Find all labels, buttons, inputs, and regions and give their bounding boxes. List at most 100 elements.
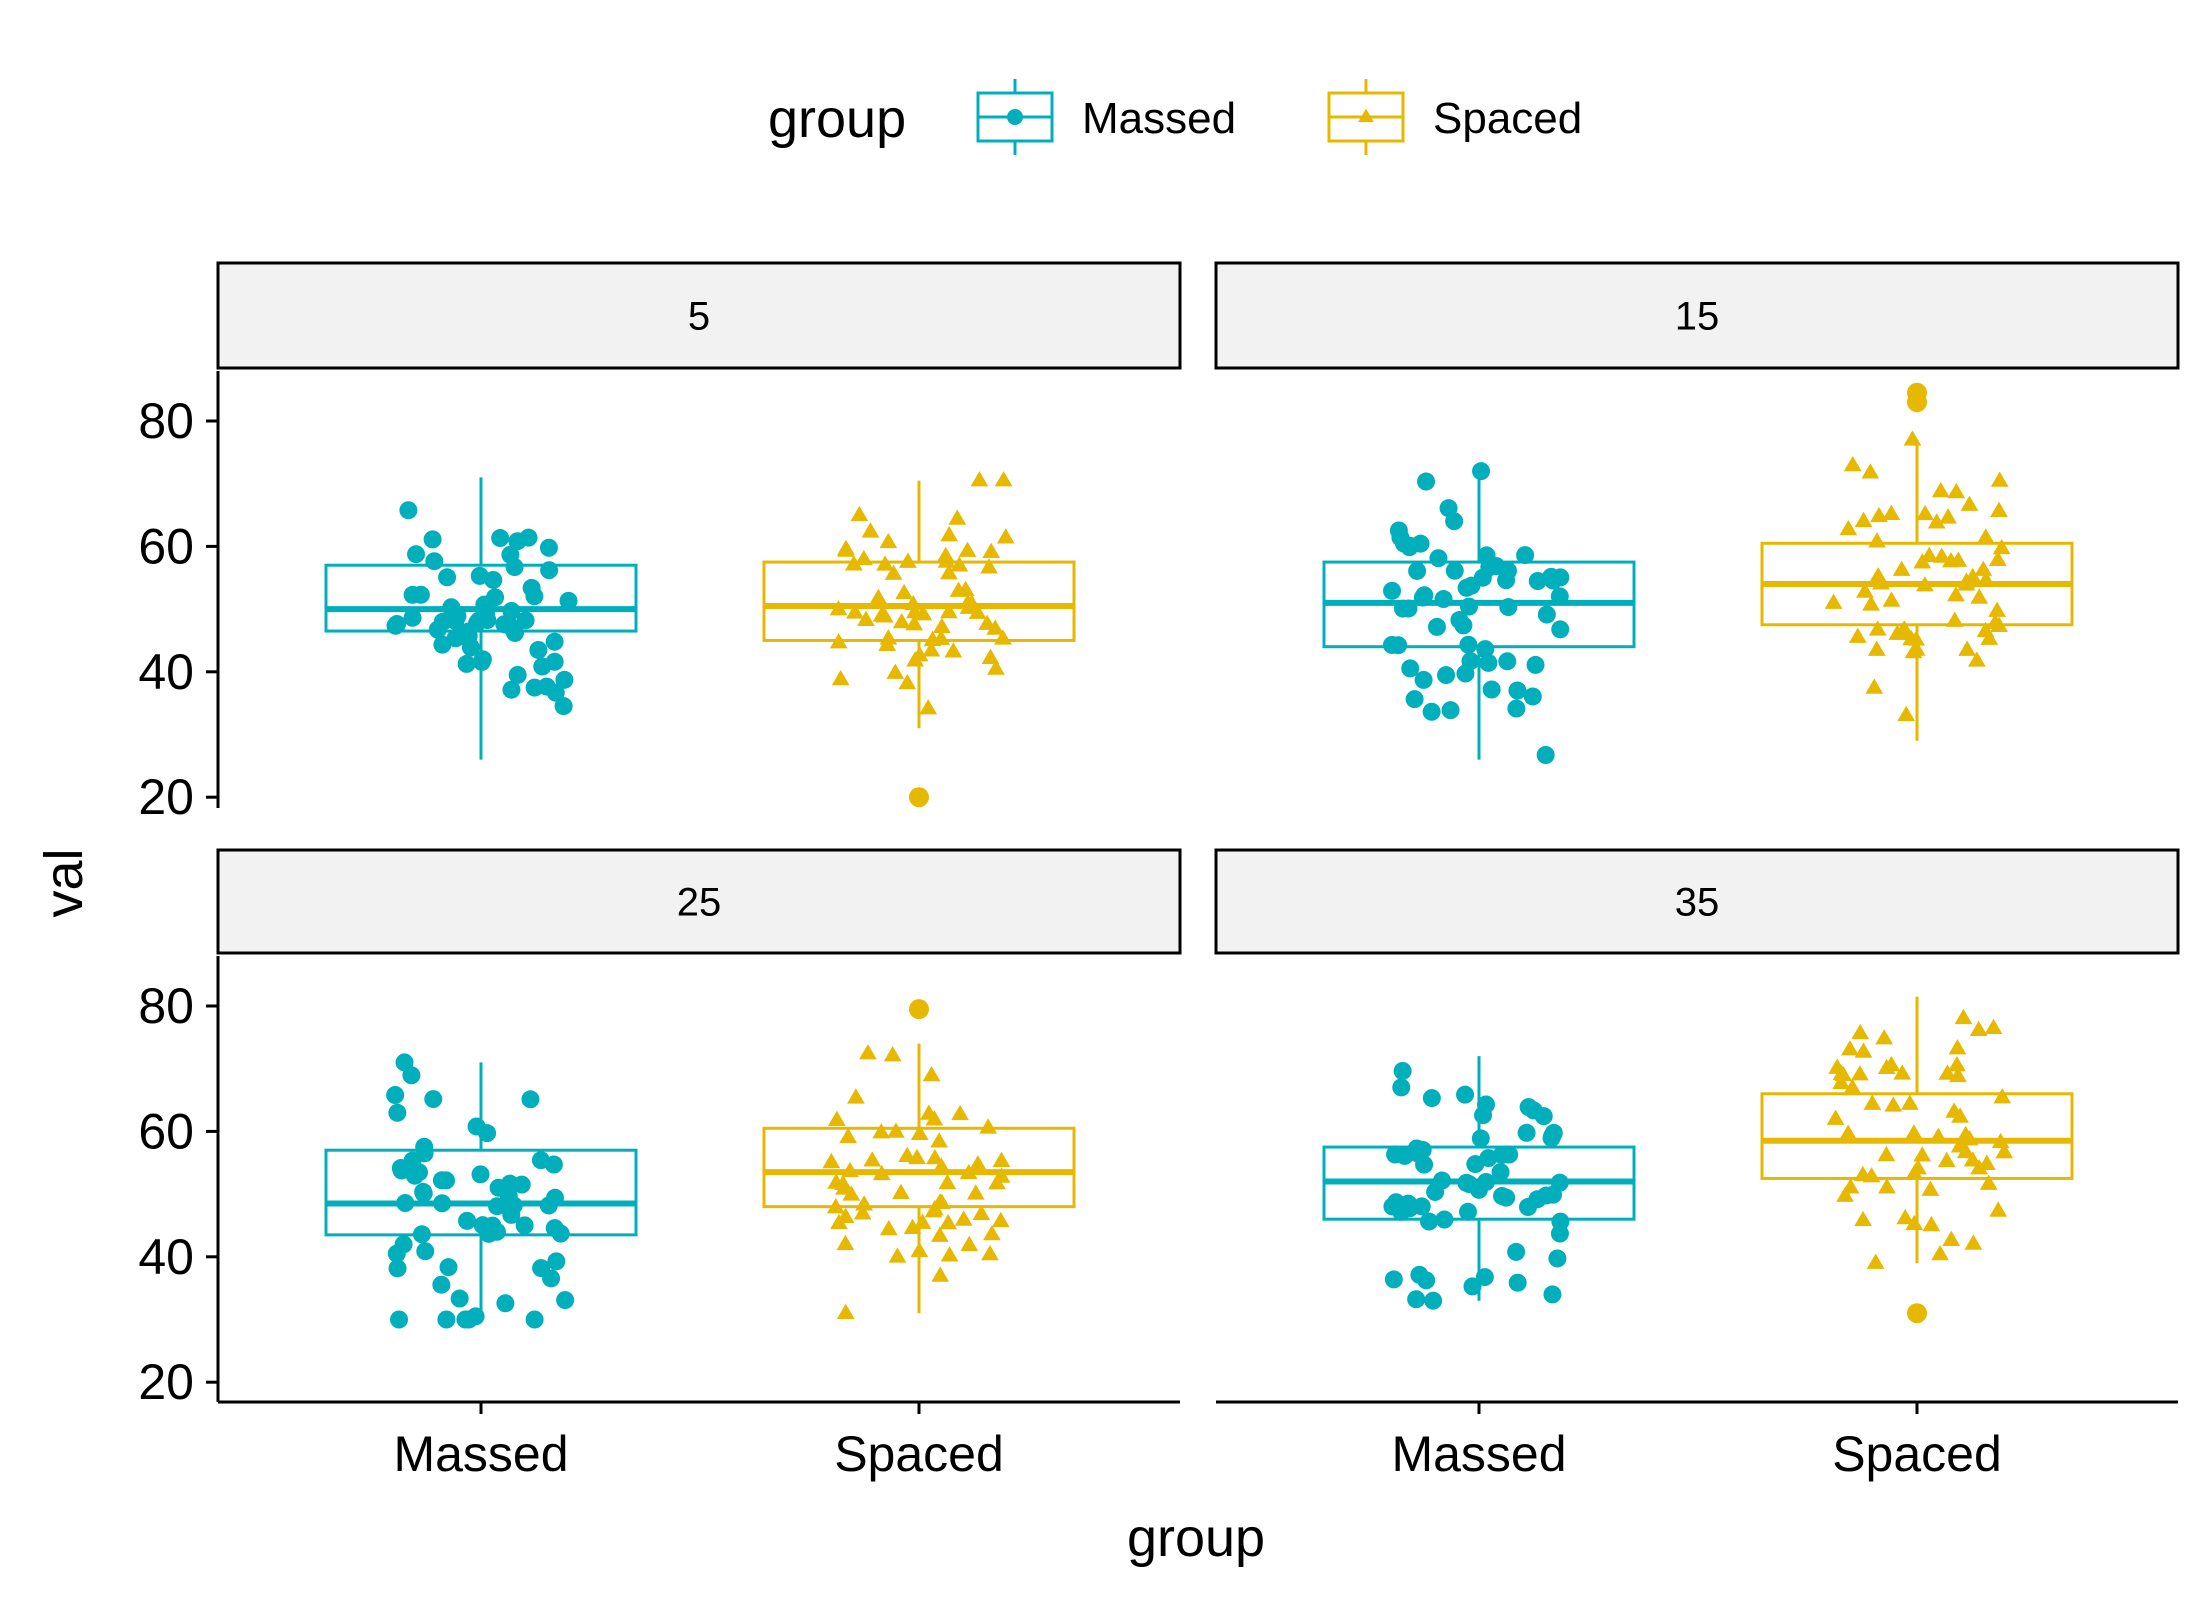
- legend-key-triangle-icon: [1358, 108, 1374, 123]
- facet-strip: [1214, 261, 2180, 370]
- y-tick-label: 80: [138, 978, 194, 1034]
- data-point: [531, 1151, 550, 1170]
- data-point: [994, 471, 1013, 487]
- data-point: [1843, 1078, 1862, 1094]
- data-point: [471, 1165, 490, 1184]
- data-point: [906, 602, 924, 619]
- data-point: [1839, 520, 1858, 536]
- data-point: [461, 638, 480, 657]
- facet-panel-35: 35 Massed Spaced: [1214, 848, 2180, 1482]
- data-point: [1869, 567, 1888, 583]
- data-point: [944, 642, 963, 658]
- data-point: [951, 1104, 969, 1121]
- data-point: [930, 1226, 949, 1242]
- data-point: [1386, 1145, 1405, 1164]
- y-tick-label: 80: [138, 393, 194, 449]
- data-point: [1948, 1039, 1967, 1055]
- data-point: [844, 555, 863, 571]
- data-point: [540, 561, 559, 580]
- data-point: [1958, 640, 1977, 656]
- data-point: [1868, 532, 1886, 548]
- data-point: [556, 1291, 575, 1310]
- data-point: [879, 1219, 898, 1236]
- data-point: [1990, 501, 2008, 517]
- data-point: [1931, 482, 1950, 498]
- data-point: [861, 522, 880, 538]
- data-point: [1457, 1173, 1476, 1192]
- data-point: [938, 1173, 957, 1190]
- data-point: [1445, 561, 1464, 580]
- data-point: [1417, 472, 1436, 491]
- data-point: [1970, 588, 1989, 604]
- data-point: [529, 640, 548, 659]
- data-point: [1544, 1185, 1563, 1204]
- data-point: [829, 633, 848, 649]
- data-point: [1459, 597, 1478, 616]
- data-point: [1508, 1273, 1527, 1292]
- data-point: [515, 1216, 534, 1235]
- data-point: [1482, 680, 1501, 699]
- data-point: [898, 673, 917, 690]
- data-point: [1839, 1124, 1858, 1140]
- data-point: [1884, 1096, 1903, 1112]
- data-point: [442, 598, 461, 617]
- data-point: [416, 1242, 435, 1261]
- data-point: [1969, 1020, 1988, 1036]
- data-point: [1991, 1132, 2010, 1149]
- data-point: [1479, 653, 1498, 672]
- data-point: [545, 632, 564, 651]
- data-point: [405, 1166, 424, 1185]
- data-point: [1877, 1145, 1896, 1162]
- data-point: [396, 1194, 415, 1213]
- data-point: [1536, 745, 1555, 764]
- data-point: [519, 528, 538, 547]
- data-point: [1476, 640, 1495, 659]
- data-point: [496, 1294, 515, 1313]
- data-point: [1472, 462, 1491, 481]
- data-point: [388, 1103, 407, 1122]
- data-point: [822, 1152, 841, 1169]
- data-point: [1476, 1095, 1495, 1114]
- box-spaced: [1760, 382, 2074, 741]
- box-massed: [1322, 462, 1636, 764]
- data-point: [456, 1310, 475, 1329]
- data-point: [884, 564, 903, 580]
- data-point: [1458, 1202, 1477, 1221]
- data-point: [525, 1310, 544, 1329]
- data-point: [847, 1088, 865, 1104]
- data-point: [854, 549, 873, 566]
- data-point: [869, 588, 888, 605]
- data-point: [1862, 595, 1880, 611]
- facet-strip-label: 25: [677, 881, 722, 925]
- data-point: [926, 1148, 944, 1165]
- data-point: [892, 612, 911, 629]
- data-point: [1854, 511, 1873, 528]
- data-point: [1939, 508, 1957, 524]
- data-point: [1979, 1174, 1998, 1190]
- data-point: [1441, 701, 1460, 720]
- data-point: [826, 1198, 845, 1214]
- data-point: [1897, 705, 1916, 722]
- data-point: [1848, 627, 1867, 643]
- data-point: [1892, 560, 1911, 576]
- data-point: [1865, 678, 1884, 694]
- data-point: [887, 1122, 905, 1138]
- data-point: [1841, 1040, 1859, 1056]
- data-point: [1988, 601, 2006, 617]
- data-point: [968, 1155, 987, 1171]
- facet-strip-label: 15: [1675, 295, 1720, 339]
- data-point: [1393, 1061, 1412, 1080]
- data-point: [525, 678, 544, 697]
- data-point: [986, 619, 1005, 635]
- data-point: [829, 600, 848, 616]
- data-point: [922, 1065, 941, 1082]
- data-point: [1951, 1107, 1969, 1123]
- data-point: [450, 1289, 469, 1308]
- data-point: [1976, 621, 1995, 638]
- data-point: [1550, 1224, 1569, 1243]
- data-point: [1863, 1094, 1882, 1110]
- data-point: [1497, 1188, 1516, 1207]
- data-point: [1463, 1277, 1482, 1296]
- data-point: [1394, 534, 1413, 553]
